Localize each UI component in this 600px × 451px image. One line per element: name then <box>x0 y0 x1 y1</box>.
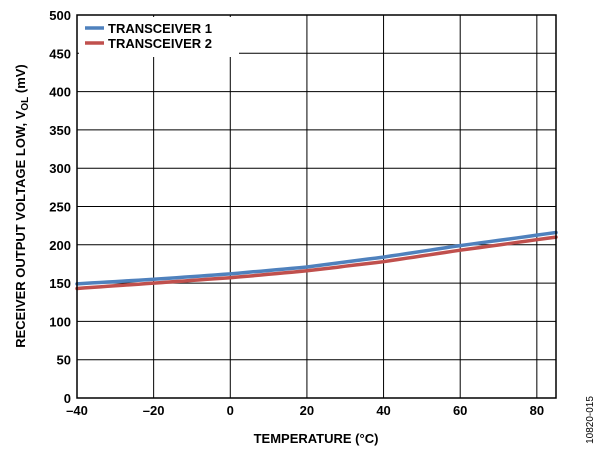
series-line-transceiver-1 <box>75 230 558 286</box>
y-tick-label: 250 <box>49 200 71 215</box>
x-tick-label: –40 <box>66 403 88 418</box>
legend-label-transceiver-2: TRANSCEIVER 2 <box>108 36 212 51</box>
x-tick-label: 20 <box>300 403 314 418</box>
y-axis-ticks: 0 50 100 150 200 250 300 350 400 450 500 <box>49 8 71 406</box>
y-tick-label: 150 <box>49 276 71 291</box>
x-tick-label: 40 <box>376 403 390 418</box>
y-tick-label: 300 <box>49 161 71 176</box>
series-line-transceiver-2 <box>75 235 558 291</box>
y-tick-label: 50 <box>57 353 71 368</box>
y-tick-label: 500 <box>49 8 71 23</box>
y-tick-label: 450 <box>49 46 71 61</box>
y-tick-label: 350 <box>49 123 71 138</box>
y-tick-label: 100 <box>49 314 71 329</box>
y-axis-title-main: RECEIVER OUTPUT VOLTAGE LOW, V <box>13 110 28 347</box>
x-tick-label: 60 <box>453 403 467 418</box>
grid-lines <box>76 14 556 399</box>
x-tick-label: 0 <box>227 403 234 418</box>
series-lines <box>75 230 558 291</box>
y-axis-title: RECEIVER OUTPUT VOLTAGE LOW, VOL (mV) <box>13 64 31 348</box>
x-tick-label: 80 <box>530 403 544 418</box>
legend-background <box>79 17 239 57</box>
figure-id: 10820-015 <box>585 396 596 444</box>
y-tick-label: 200 <box>49 238 71 253</box>
y-axis-title-subscript: OL <box>20 97 31 111</box>
y-axis-title-unit: (mV) <box>13 64 28 97</box>
x-axis-title: TEMPERATURE (°C) <box>254 431 379 446</box>
legend-label-transceiver-1: TRANSCEIVER 1 <box>108 21 212 36</box>
x-axis-ticks: –40 –20 0 20 40 60 80 <box>66 403 544 418</box>
plot-area-frame <box>76 14 557 399</box>
y-tick-label: 400 <box>49 85 71 100</box>
y-tick-label: 0 <box>64 391 71 406</box>
x-tick-label: –20 <box>143 403 165 418</box>
